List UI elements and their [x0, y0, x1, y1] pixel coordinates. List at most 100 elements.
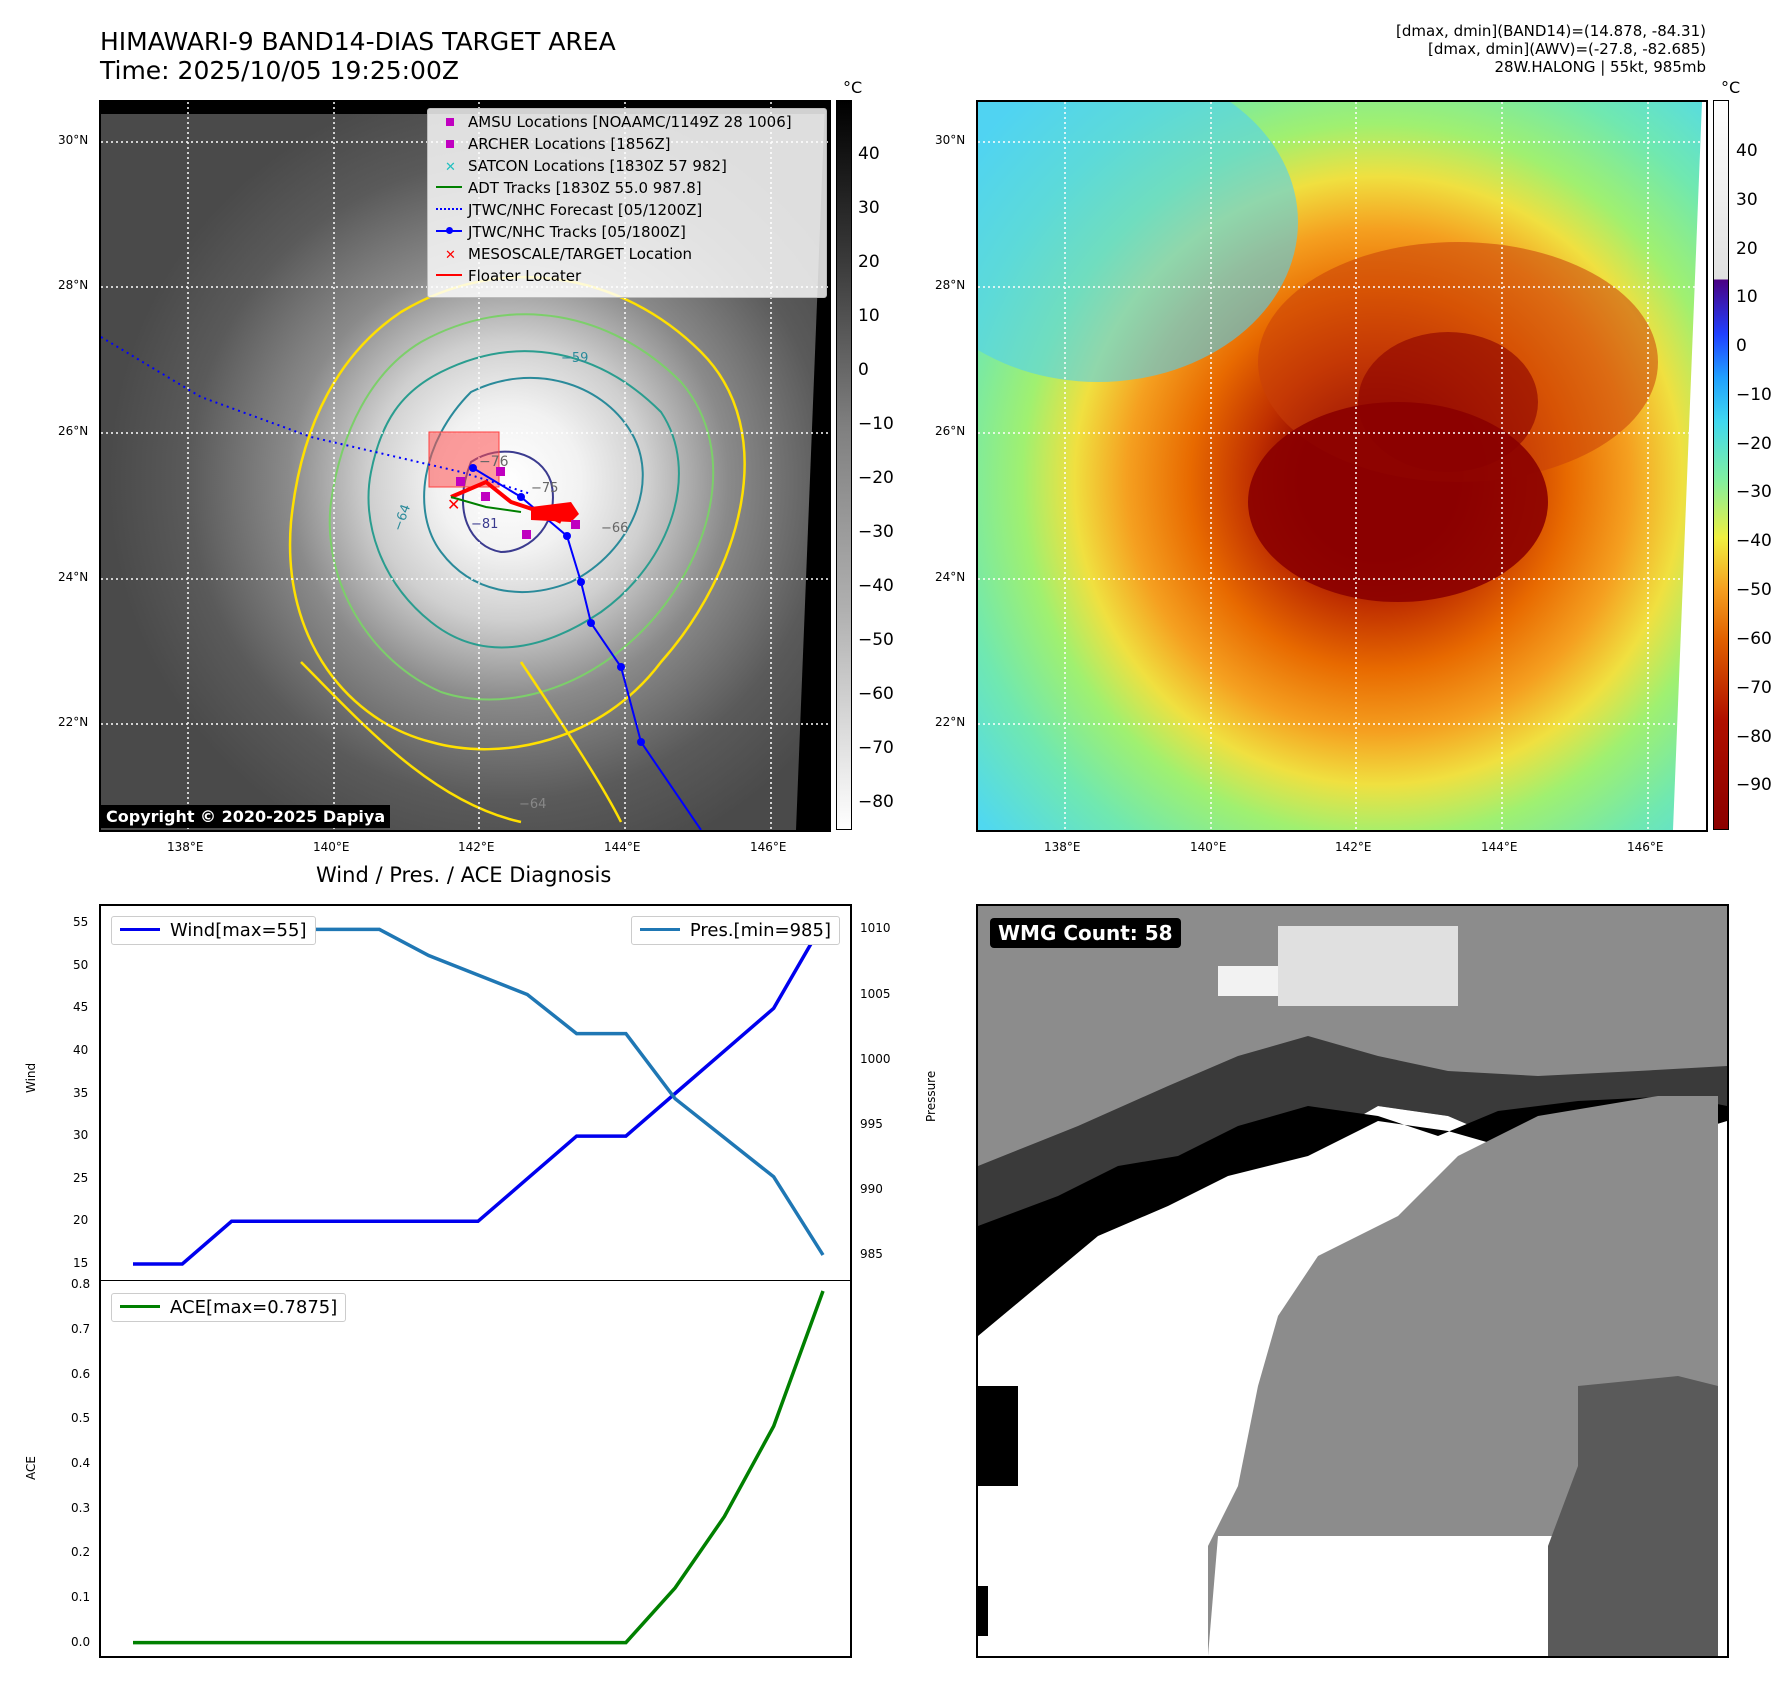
lon-label: 146°E — [1627, 840, 1664, 854]
x-marker-icon: ✕ — [445, 248, 456, 263]
colorbar-tick: 20 — [858, 252, 880, 272]
colorbar-tick: −50 — [858, 630, 894, 650]
wind-tick-label: 25 — [73, 1170, 89, 1185]
colorbar-tick: −80 — [1736, 727, 1772, 747]
contour-label: −64 — [519, 797, 546, 812]
wmg-panel: WMG Count: 58 — [976, 904, 1729, 1658]
wind-legend: Wind[max=55] — [111, 916, 316, 945]
colorbar-tick: 30 — [1736, 190, 1758, 210]
pressure-tick-label: 1000 — [860, 1051, 891, 1066]
contour-label: −76 — [479, 454, 509, 470]
lon-label: 144°E — [604, 840, 641, 854]
ir-color-map — [978, 102, 1706, 830]
lat-label: 26°N — [935, 424, 966, 438]
colorbar-tick: 20 — [1736, 239, 1758, 259]
colorbar-tick: −20 — [858, 468, 894, 488]
lat-label: 24°N — [935, 570, 966, 584]
colorbar-tick: −50 — [1736, 580, 1772, 600]
wmg-image — [978, 906, 1727, 1656]
ace-plot — [133, 1290, 825, 1645]
colorbar-tick: −70 — [858, 738, 894, 758]
wind-tick-label: 35 — [73, 1085, 89, 1100]
square-marker-icon — [446, 140, 454, 148]
colorbar-tick: −40 — [1736, 531, 1772, 551]
wind-tick-label: 30 — [73, 1128, 89, 1143]
ace-series-line — [133, 1290, 825, 1645]
wind-tick-label: 45 — [73, 1000, 89, 1015]
colorbar-unit: °C — [1721, 78, 1741, 97]
map-title-line1: HIMAWARI-9 BAND14-DIAS TARGET AREA — [100, 27, 616, 56]
colorbar-tick: −60 — [858, 684, 894, 704]
ace-chart: ACE[max=0.7875] — [99, 1280, 852, 1658]
colorbar-tick: −30 — [858, 522, 894, 542]
pressure-tick-label: 1005 — [860, 986, 891, 1001]
ir-colorbar — [1713, 100, 1729, 830]
lon-label: 140°E — [1190, 840, 1227, 854]
x-marker-icon: ✕ — [445, 160, 456, 175]
colorbar-tick: 0 — [858, 360, 869, 380]
colorbar-tick: −70 — [1736, 678, 1772, 698]
legend-item-archer: ARCHER Locations [1856Z] — [436, 135, 671, 155]
wind-tick-label: 50 — [73, 957, 89, 972]
map-legend: AMSU Locations [NOAAMC/1149Z 28 1006] AR… — [427, 108, 827, 298]
ace-tick-label: 0.0 — [71, 1634, 91, 1649]
wind-pressure-chart: Wind[max=55] Pres.[min=985] — [99, 904, 852, 1281]
ace-tick-label: 0.3 — [71, 1500, 91, 1515]
band14-map-panel: ✕ −76 −64 −81 −75 −59 −66 −64 AMSU Locat… — [99, 100, 831, 832]
lon-label: 138°E — [1044, 840, 1081, 854]
contour-label: −81 — [471, 517, 498, 532]
copyright-badge: Copyright © 2020-2025 Dapiya — [101, 805, 391, 828]
lat-label: 30°N — [935, 133, 966, 147]
ace-tick-label: 0.2 — [71, 1545, 91, 1560]
ace-tick-label: 0.5 — [71, 1411, 91, 1426]
line-swatch-icon — [639, 928, 680, 931]
ace-axis-label: ACE — [24, 1456, 38, 1480]
colorbar-tick: −80 — [858, 792, 894, 812]
colorbar-tick: −20 — [1736, 434, 1772, 454]
legend-item-tracks: JTWC/NHC Tracks [05/1800Z] — [436, 223, 686, 243]
ace-tick-label: 0.6 — [71, 1366, 91, 1381]
contour-label: −75 — [531, 481, 558, 496]
lon-label: 146°E — [750, 840, 787, 854]
pressure-legend: Pres.[min=985] — [630, 916, 840, 945]
legend-item-adt: ADT Tracks [1830Z 55.0 987.8] — [436, 179, 702, 199]
line-swatch-icon — [120, 928, 160, 931]
pressure-tick-label: 990 — [860, 1181, 883, 1196]
colorbar-tick: −90 — [1736, 775, 1772, 795]
wind-tick-label: 20 — [73, 1213, 89, 1228]
line-swatch-icon — [120, 1305, 160, 1308]
pressure-tick-label: 985 — [860, 1246, 883, 1261]
pressure-series-line — [133, 927, 825, 1256]
wind-tick-label: 40 — [73, 1042, 89, 1057]
colorbar-tick: −10 — [1736, 385, 1772, 405]
svg-text:✕: ✕ — [447, 495, 460, 514]
header-info: [dmax, dmin](BAND14)=(14.878, -84.31) [d… — [1006, 22, 1706, 76]
ace-tick-label: 0.1 — [71, 1589, 91, 1604]
colorbar-tick: 40 — [858, 144, 880, 164]
info-band14: [dmax, dmin](BAND14)=(14.878, -84.31) — [1395, 22, 1706, 40]
wind-series-line — [133, 922, 825, 1266]
colorbar-tick: −30 — [1736, 482, 1772, 502]
square-marker-icon — [446, 118, 454, 126]
lat-label: 22°N — [935, 715, 966, 729]
pressure-tick-label: 995 — [860, 1116, 883, 1131]
wind-pressure-plot — [133, 922, 825, 1266]
pressure-axis-label: Pressure — [924, 1070, 938, 1122]
contour-label: −59 — [561, 351, 588, 366]
lat-label: 26°N — [58, 424, 89, 438]
contour-label: −66 — [601, 521, 628, 536]
legend-item-satcon: ✕ SATCON Locations [1830Z 57 982] — [445, 157, 727, 175]
ace-tick-label: 0.4 — [71, 1456, 91, 1471]
ir-color-map-panel — [976, 100, 1708, 832]
wind-tick-label: 15 — [73, 1255, 89, 1270]
band14-colorbar — [836, 100, 852, 830]
legend-item-floater: Floater Locater — [436, 267, 581, 287]
lon-label: 144°E — [1481, 840, 1518, 854]
info-awv: [dmax, dmin](AWV)=(-27.8, -82.685) — [1427, 40, 1706, 58]
colorbar-tick: −40 — [858, 576, 894, 596]
colorbar-tick: −60 — [1736, 629, 1772, 649]
info-storm: 28W.HALONG | 55kt, 985mb — [1494, 58, 1706, 76]
line-swatch-icon — [436, 274, 462, 276]
colorbar-tick: 10 — [1736, 287, 1758, 307]
lat-label: 28°N — [58, 278, 89, 292]
